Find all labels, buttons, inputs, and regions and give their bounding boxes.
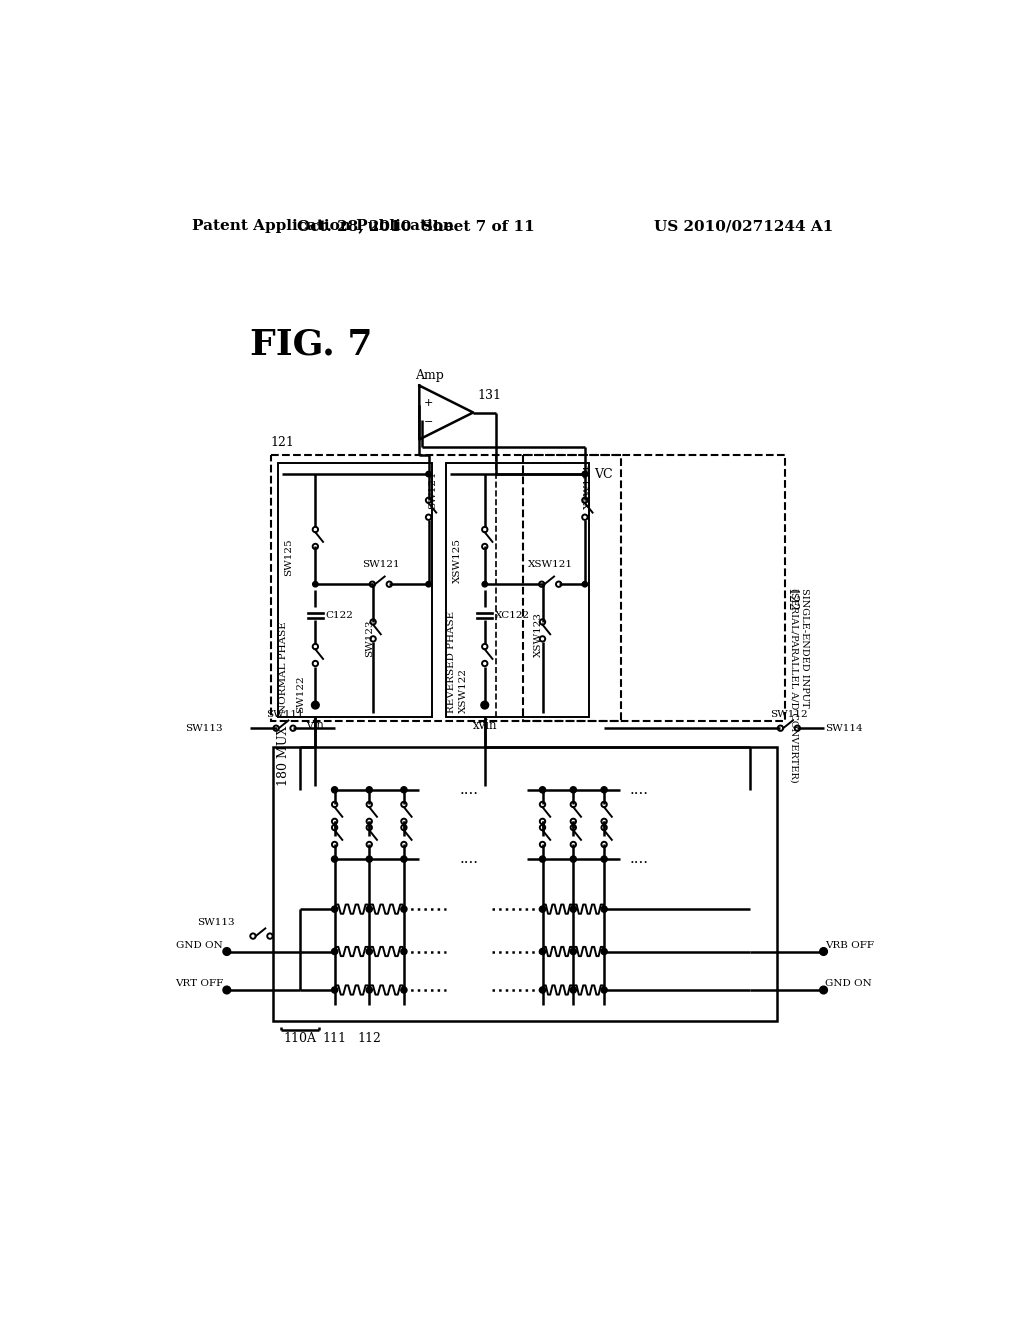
Text: 110A: 110A bbox=[284, 1032, 316, 1045]
Text: +: + bbox=[424, 399, 433, 408]
Text: −: − bbox=[424, 417, 433, 426]
Text: SINGLE-ENDED INPUT
(SERIAL/PARALLEL A/D CONVERTER): SINGLE-ENDED INPUT (SERIAL/PARALLEL A/D … bbox=[790, 587, 809, 783]
Circle shape bbox=[601, 787, 607, 793]
Circle shape bbox=[482, 582, 487, 587]
Text: 112: 112 bbox=[357, 1032, 381, 1045]
Circle shape bbox=[540, 948, 546, 954]
Circle shape bbox=[367, 906, 373, 912]
Circle shape bbox=[570, 906, 577, 912]
Circle shape bbox=[481, 701, 488, 709]
Text: ....: .... bbox=[630, 853, 648, 866]
Text: SW114: SW114 bbox=[825, 723, 863, 733]
Circle shape bbox=[400, 857, 407, 862]
Text: SW111: SW111 bbox=[266, 710, 303, 719]
Text: Patent Application Publication: Patent Application Publication bbox=[193, 219, 455, 234]
Circle shape bbox=[223, 986, 230, 994]
Text: XC122: XC122 bbox=[495, 611, 529, 619]
Circle shape bbox=[223, 948, 230, 956]
Text: 121: 121 bbox=[270, 436, 295, 449]
Bar bbox=[523, 455, 785, 721]
Bar bbox=[270, 455, 621, 721]
Circle shape bbox=[400, 906, 407, 912]
Circle shape bbox=[570, 948, 577, 954]
Text: XSW124: XSW124 bbox=[585, 463, 593, 508]
Text: ....: .... bbox=[630, 783, 648, 797]
Text: SW123: SW123 bbox=[365, 619, 374, 657]
Circle shape bbox=[426, 582, 431, 587]
Text: SW121: SW121 bbox=[362, 560, 399, 569]
Circle shape bbox=[367, 948, 373, 954]
Circle shape bbox=[601, 948, 607, 954]
Circle shape bbox=[601, 987, 607, 993]
Circle shape bbox=[367, 787, 373, 793]
Bar bbox=[273, 747, 777, 1020]
Text: VC: VC bbox=[594, 467, 612, 480]
Circle shape bbox=[400, 948, 407, 954]
Text: 111: 111 bbox=[323, 1032, 346, 1045]
Text: C122: C122 bbox=[326, 611, 353, 619]
Circle shape bbox=[332, 906, 338, 912]
Bar bbox=[446, 462, 589, 717]
Circle shape bbox=[332, 987, 338, 993]
Circle shape bbox=[601, 906, 607, 912]
Circle shape bbox=[540, 987, 546, 993]
Text: XSW125: XSW125 bbox=[454, 539, 462, 583]
Circle shape bbox=[540, 906, 546, 912]
Circle shape bbox=[583, 582, 588, 587]
Circle shape bbox=[400, 787, 407, 793]
Text: US 2010/0271244 A1: US 2010/0271244 A1 bbox=[654, 219, 834, 234]
Text: 180 MUX: 180 MUX bbox=[276, 726, 290, 785]
Text: SW113: SW113 bbox=[185, 723, 223, 733]
Text: NORMAL PHASE: NORMAL PHASE bbox=[279, 620, 288, 713]
Circle shape bbox=[400, 987, 407, 993]
Circle shape bbox=[601, 857, 607, 862]
Text: FIG. 7: FIG. 7 bbox=[250, 327, 373, 362]
Text: XSW121: XSW121 bbox=[527, 560, 572, 569]
Text: REVERSED PHASE: REVERSED PHASE bbox=[446, 611, 456, 713]
Text: 122: 122 bbox=[784, 587, 798, 611]
Text: Amp: Amp bbox=[416, 368, 444, 381]
Text: XSW123: XSW123 bbox=[535, 612, 543, 657]
Text: SW113: SW113 bbox=[197, 917, 234, 927]
Circle shape bbox=[583, 471, 588, 477]
Circle shape bbox=[570, 787, 577, 793]
Text: GND ON: GND ON bbox=[176, 941, 223, 950]
Text: Oct. 28, 2010  Sheet 7 of 11: Oct. 28, 2010 Sheet 7 of 11 bbox=[297, 219, 535, 234]
Circle shape bbox=[819, 986, 827, 994]
Text: XSW122: XSW122 bbox=[459, 668, 468, 713]
Circle shape bbox=[367, 857, 373, 862]
Text: VRB OFF: VRB OFF bbox=[825, 941, 874, 950]
Text: GND ON: GND ON bbox=[825, 979, 871, 989]
Circle shape bbox=[426, 471, 431, 477]
Circle shape bbox=[819, 948, 827, 956]
Text: SW112: SW112 bbox=[770, 710, 808, 719]
Text: ....: .... bbox=[460, 853, 479, 866]
Text: SW124: SW124 bbox=[428, 471, 437, 508]
Text: SW122: SW122 bbox=[296, 675, 305, 713]
Circle shape bbox=[332, 857, 338, 862]
Text: SW125: SW125 bbox=[284, 539, 293, 576]
Circle shape bbox=[312, 582, 318, 587]
Circle shape bbox=[540, 857, 546, 862]
Circle shape bbox=[570, 857, 577, 862]
Circle shape bbox=[583, 471, 588, 477]
Text: 131: 131 bbox=[477, 389, 501, 403]
Text: xvin: xvin bbox=[472, 719, 497, 733]
Text: vin: vin bbox=[306, 719, 325, 733]
Text: ....: .... bbox=[460, 783, 479, 797]
Circle shape bbox=[311, 701, 319, 709]
Bar bbox=[279, 462, 432, 717]
Circle shape bbox=[367, 987, 373, 993]
Circle shape bbox=[332, 948, 338, 954]
Circle shape bbox=[332, 787, 338, 793]
Circle shape bbox=[540, 787, 546, 793]
Circle shape bbox=[570, 987, 577, 993]
Text: VRT OFF: VRT OFF bbox=[175, 979, 223, 989]
